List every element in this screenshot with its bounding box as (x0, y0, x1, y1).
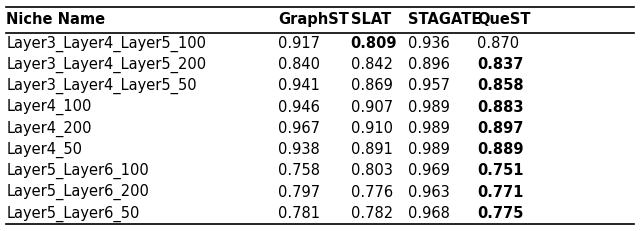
Text: 0.837: 0.837 (477, 57, 523, 72)
Text: 0.967: 0.967 (278, 121, 321, 136)
Text: Layer5_Layer6_200: Layer5_Layer6_200 (6, 184, 149, 200)
Text: 0.840: 0.840 (278, 57, 321, 72)
Text: Layer4_200: Layer4_200 (6, 120, 92, 137)
Text: Layer3_Layer4_Layer5_50: Layer3_Layer4_Layer5_50 (6, 78, 197, 94)
Text: STAGATE: STAGATE (408, 12, 482, 27)
Text: 0.896: 0.896 (408, 57, 450, 72)
Text: 0.968: 0.968 (408, 206, 450, 221)
Text: GraphST: GraphST (278, 12, 349, 27)
Text: SLAT: SLAT (351, 12, 391, 27)
Text: 0.797: 0.797 (278, 185, 321, 200)
Text: Layer3_Layer4_Layer5_100: Layer3_Layer4_Layer5_100 (6, 35, 206, 52)
Text: 0.917: 0.917 (278, 36, 321, 51)
Text: Layer4_50: Layer4_50 (6, 142, 83, 158)
Text: 0.957: 0.957 (408, 79, 451, 93)
Text: Layer4_100: Layer4_100 (6, 99, 92, 115)
Text: 0.803: 0.803 (351, 164, 392, 178)
Text: 0.936: 0.936 (408, 36, 450, 51)
Text: 0.989: 0.989 (408, 142, 450, 157)
Text: 0.771: 0.771 (477, 185, 523, 200)
Text: 0.963: 0.963 (408, 185, 450, 200)
Text: Niche Name: Niche Name (6, 12, 106, 27)
Text: 0.776: 0.776 (351, 185, 393, 200)
Text: 0.989: 0.989 (408, 121, 450, 136)
Text: 0.781: 0.781 (278, 206, 321, 221)
Text: 0.938: 0.938 (278, 142, 320, 157)
Text: 0.809: 0.809 (351, 36, 397, 51)
Text: 0.782: 0.782 (351, 206, 393, 221)
Text: 0.775: 0.775 (477, 206, 523, 221)
Text: 0.870: 0.870 (477, 36, 519, 51)
Text: 0.910: 0.910 (351, 121, 393, 136)
Text: 0.751: 0.751 (477, 164, 524, 178)
Text: Layer5_Layer6_50: Layer5_Layer6_50 (6, 205, 140, 222)
Text: 0.858: 0.858 (477, 79, 524, 93)
Text: 0.897: 0.897 (477, 121, 523, 136)
Text: 0.891: 0.891 (351, 142, 392, 157)
Text: QueST: QueST (477, 12, 531, 27)
Text: 0.907: 0.907 (351, 100, 393, 115)
Text: Layer5_Layer6_100: Layer5_Layer6_100 (6, 163, 149, 179)
Text: 0.889: 0.889 (477, 142, 524, 157)
Text: 0.989: 0.989 (408, 100, 450, 115)
Text: 0.842: 0.842 (351, 57, 393, 72)
Text: 0.883: 0.883 (477, 100, 524, 115)
Text: 0.946: 0.946 (278, 100, 320, 115)
Text: 0.869: 0.869 (351, 79, 392, 93)
Text: 0.758: 0.758 (278, 164, 321, 178)
Text: Layer3_Layer4_Layer5_200: Layer3_Layer4_Layer5_200 (6, 57, 207, 73)
Text: 0.969: 0.969 (408, 164, 450, 178)
Text: 0.941: 0.941 (278, 79, 320, 93)
